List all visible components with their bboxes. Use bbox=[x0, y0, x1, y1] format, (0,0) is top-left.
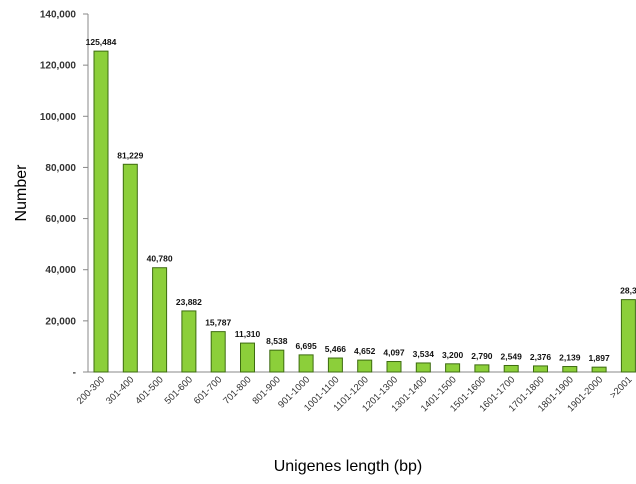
data-label: 3,534 bbox=[413, 349, 435, 359]
y-tick-label: 60,000 bbox=[45, 214, 76, 225]
y-tick-label: 100,000 bbox=[40, 112, 77, 123]
bar bbox=[93, 50, 109, 373]
x-tick-label: 601-700 bbox=[192, 374, 224, 406]
bar bbox=[445, 363, 461, 373]
bar bbox=[210, 331, 226, 373]
data-labels: 125,484 81,229 40,780 23,882 15,787 11,310 8,5… bbox=[86, 37, 636, 363]
bar bbox=[269, 349, 285, 373]
bars bbox=[93, 50, 636, 373]
bar bbox=[122, 163, 138, 373]
bar bbox=[533, 365, 548, 373]
bar bbox=[240, 342, 255, 373]
bar bbox=[503, 364, 519, 373]
data-label: 4,652 bbox=[354, 346, 376, 356]
data-label: 40,780 bbox=[147, 254, 173, 264]
data-label: 8,538 bbox=[266, 336, 288, 346]
bar bbox=[562, 366, 578, 373]
bar bbox=[327, 357, 343, 373]
data-label: 3,200 bbox=[442, 350, 464, 360]
y-tick-label: 140,000 bbox=[40, 10, 77, 21]
x-axis-title: Unigenes length (bp) bbox=[274, 458, 423, 475]
bar bbox=[298, 354, 314, 373]
data-label: 23,882 bbox=[176, 297, 202, 307]
data-label: 11,310 bbox=[235, 329, 261, 339]
data-label: 1,897 bbox=[588, 353, 610, 363]
data-label: 28,3 bbox=[620, 286, 636, 296]
bar bbox=[415, 362, 431, 373]
bar bbox=[386, 361, 402, 373]
data-label: 81,229 bbox=[117, 150, 143, 160]
y-tick-label: 80,000 bbox=[45, 163, 76, 174]
data-label: 2,139 bbox=[559, 353, 581, 363]
y-axis-ticks: - 20,000 40,000 60,000 80,000 100,000 120,000 1… bbox=[40, 10, 88, 379]
bar bbox=[357, 359, 373, 373]
x-tick-label: 401-500 bbox=[133, 374, 165, 406]
data-label: 5,466 bbox=[325, 344, 347, 354]
x-tick-label: 200-300 bbox=[75, 374, 107, 406]
y-tick-label: 40,000 bbox=[45, 265, 76, 276]
plot-area: - 20,000 40,000 60,000 80,000 100,000 120,000 1… bbox=[40, 10, 636, 414]
data-label: 2,790 bbox=[471, 351, 493, 361]
bar bbox=[591, 366, 607, 373]
x-tick-label: 701-800 bbox=[221, 374, 253, 406]
data-label: 125,484 bbox=[86, 37, 117, 47]
data-label: 6,695 bbox=[295, 341, 317, 351]
bar bbox=[181, 310, 197, 373]
x-tick-label: 501-600 bbox=[163, 374, 195, 406]
x-tick-label: >2001 bbox=[608, 374, 635, 401]
y-axis-title: Number bbox=[13, 164, 30, 222]
x-tick-label: 301-400 bbox=[104, 374, 136, 406]
bar bbox=[620, 299, 636, 373]
data-label: 15,787 bbox=[205, 318, 231, 328]
data-label: 2,376 bbox=[530, 352, 552, 362]
data-label: 2,549 bbox=[501, 351, 523, 361]
y-tick-label: 20,000 bbox=[45, 316, 76, 327]
y-tick-label: - bbox=[73, 368, 76, 379]
y-tick-label: 120,000 bbox=[40, 61, 77, 72]
bar bbox=[152, 267, 168, 373]
x-axis-ticks: 200-300301-400401-500501-600601-700701-8… bbox=[75, 374, 635, 414]
data-label: 4,097 bbox=[383, 348, 405, 358]
bar bbox=[474, 364, 490, 373]
